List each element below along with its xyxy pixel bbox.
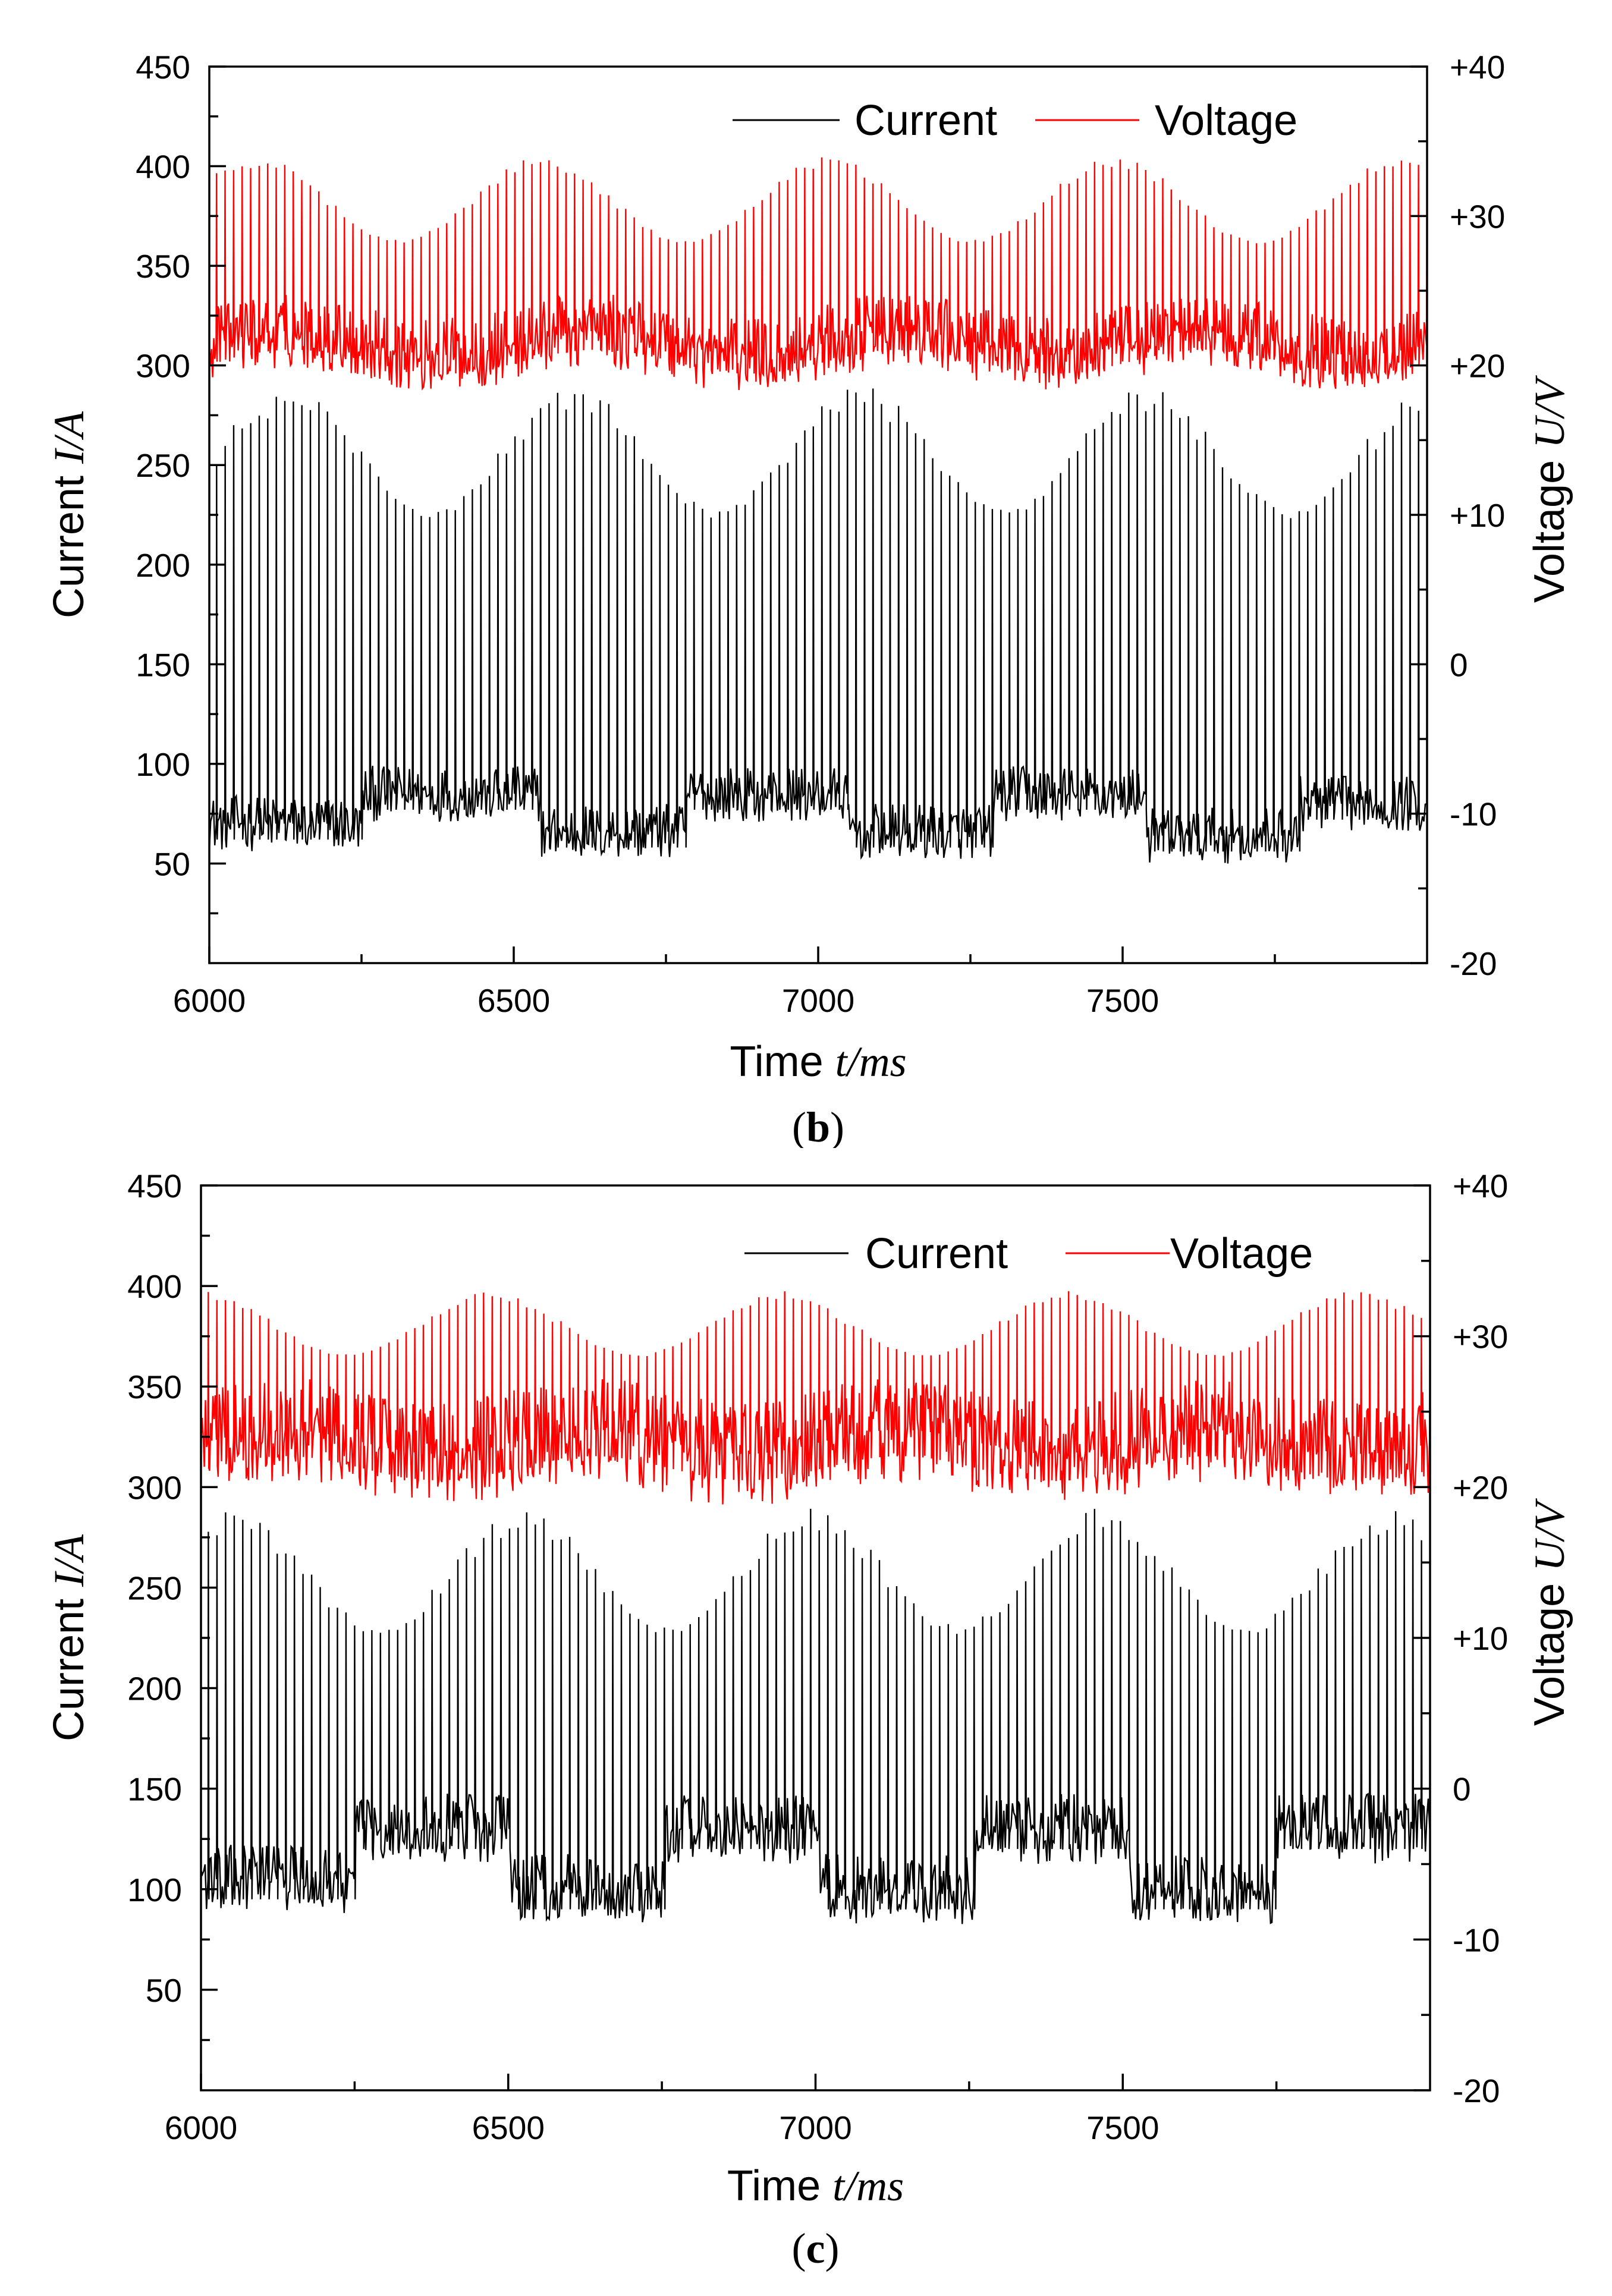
y-right-axis-title-space [1526, 448, 1573, 460]
y-right-tick-label: +40 [1450, 49, 1505, 86]
y-right-tick-label: +30 [1450, 198, 1505, 235]
y-left-axis-title: Current I/A [45, 1534, 93, 1741]
y-left-tick-label: 200 [136, 547, 190, 584]
x-tick-label: 7000 [782, 982, 854, 1019]
panel-label-open: ( [792, 2225, 806, 2272]
plot-frame [208, 65, 1428, 964]
y-right-tick-label: +20 [1450, 348, 1505, 385]
y-right-axis-title: Voltage U/V [1526, 1498, 1573, 1726]
panel-label: (c) [792, 2225, 840, 2272]
y-left-tick-label: 100 [136, 746, 190, 783]
plot-frame [200, 1184, 1431, 2091]
y-right-tick-label: +10 [1450, 497, 1505, 534]
y-left-tick-label: 450 [127, 1168, 182, 1204]
y-left-tick-label: 100 [127, 1872, 182, 1908]
y-left-tick-label: 400 [127, 1268, 182, 1305]
x-tick-label: 6000 [165, 2109, 237, 2146]
y-right-axis-title-var: U/V [1526, 1498, 1573, 1571]
legend-voltage-label: Voltage [1170, 1230, 1313, 1278]
current-series-line [201, 1508, 1430, 1924]
chart-panel-b: 6000 6500 7000 7500 50 100 150 200 250 300 350 400 4… [45, 49, 1573, 1148]
x-axis-title: Time t/ms [730, 1038, 906, 1086]
y-right-tick-label: +20 [1453, 1469, 1508, 1506]
panel-label-open: ( [792, 1103, 806, 1148]
x-tick-label: 7500 [1086, 2109, 1159, 2146]
y-left-tick-label: 450 [136, 49, 190, 86]
x-axis-title: Time t/ms [727, 2162, 904, 2210]
x-axis-title-word: Time [727, 2162, 821, 2210]
x-tick-label: 7000 [779, 2109, 851, 2146]
panel-label: (b) [792, 1103, 844, 1148]
y-right-tick-label: +40 [1453, 1168, 1508, 1204]
y-right-tick-label: -20 [1453, 2072, 1500, 2109]
y-right-tick-label: -10 [1453, 1921, 1500, 1958]
voltage-series-line [209, 157, 1427, 391]
y-left-axis-title-word: Current [45, 476, 93, 618]
legend-current-label: Current [865, 1230, 1008, 1278]
y-left-tick-label: 150 [136, 646, 190, 683]
legend-current-label: Current [854, 97, 997, 144]
y-left-axis-title-var: I/A [45, 1534, 93, 1587]
y-left-tick-label: 350 [136, 248, 190, 285]
y-left-tick-label: 350 [127, 1369, 182, 1405]
x-axis-title-var: t/ms [835, 1038, 907, 1086]
y-right-axis-title-word: Voltage [1526, 1583, 1573, 1726]
panel-label-letter: b [806, 1103, 830, 1148]
panel-label-close: ) [830, 1103, 844, 1148]
y-right-axis-title-word: Voltage [1526, 460, 1573, 603]
y-left-tick-label: 250 [136, 447, 190, 484]
y-left-tick-label: 400 [136, 149, 190, 185]
y-left-tick-label: 150 [127, 1771, 182, 1808]
y-right-tick-label: +10 [1453, 1620, 1508, 1657]
y-right-tick-label: +30 [1453, 1319, 1508, 1355]
y-left-tick-label: 50 [154, 845, 190, 882]
y-left-axis-title-space [45, 1587, 93, 1599]
x-axis-title-space [824, 1038, 835, 1086]
x-tick-label: 6500 [477, 982, 550, 1019]
panel-label-letter: c [806, 2225, 825, 2272]
voltage-series-line [201, 1291, 1430, 1505]
y-right-axis-title-space [1526, 1571, 1573, 1583]
y-right-axis-title-var: U/V [1526, 375, 1573, 448]
x-tick-label: 6000 [173, 982, 246, 1019]
current-series-line [209, 388, 1427, 864]
y-left-tick-label: 50 [146, 1972, 182, 2009]
x-axis-title-var: t/ms [832, 2162, 904, 2210]
y-left-axis-title-word: Current [45, 1599, 93, 1741]
y-left-axis-title-space [45, 464, 93, 476]
panel-label-close: ) [825, 2225, 839, 2272]
x-axis-title-space [821, 2162, 832, 2210]
y-right-tick-label: -20 [1450, 945, 1497, 982]
y-right-tick-label: -10 [1450, 796, 1497, 833]
y-right-tick-label: 0 [1450, 646, 1468, 683]
x-tick-label: 6500 [472, 2109, 545, 2146]
y-left-tick-label: 250 [127, 1570, 182, 1606]
legend-voltage-label: Voltage [1155, 97, 1297, 144]
y-left-tick-label: 300 [127, 1469, 182, 1506]
x-axis-title-word: Time [730, 1038, 823, 1086]
y-left-tick-label: 200 [127, 1671, 182, 1707]
y-right-tick-label: 0 [1453, 1771, 1471, 1808]
x-tick-label: 7500 [1086, 982, 1159, 1019]
y-left-axis-title: Current I/A [45, 411, 93, 618]
y-right-axis-title: Voltage U/V [1526, 375, 1573, 603]
y-left-axis-title-var: I/A [45, 411, 93, 464]
chart-panel-c: 6000 6500 7000 7500 50 100 150 200 250 300 350 400 4… [45, 1168, 1573, 2272]
y-left-tick-label: 300 [136, 348, 190, 385]
